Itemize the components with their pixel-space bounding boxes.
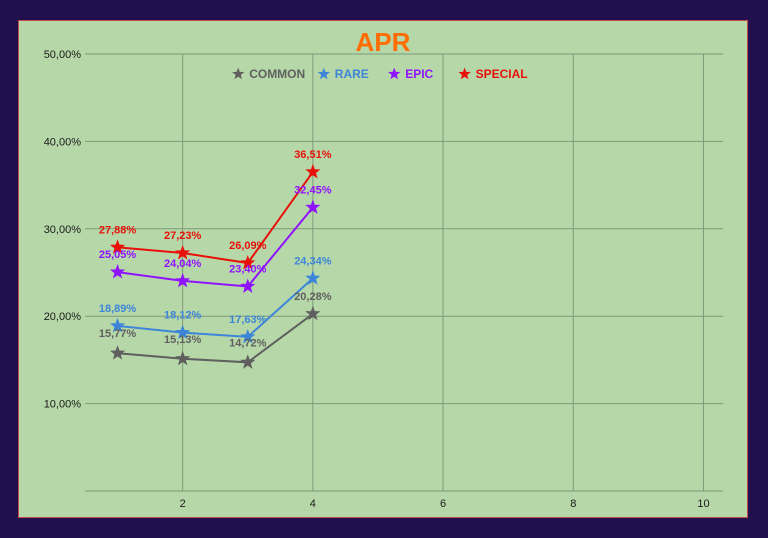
x-tick-label: 4 [310,498,316,510]
chart-frame: 10,00% 20,00% 30,00% 40,00% 50,00% 2 4 6 8 10 APR… [18,20,748,518]
data-label: 15,13% [164,334,202,346]
data-point-epic[interactable] [305,199,321,214]
data-point-rare[interactable] [240,328,256,344]
data-point-common[interactable] [175,350,191,366]
data-point-rare[interactable] [305,270,321,285]
y-tick-label: 40,00% [44,136,82,148]
data-label: 15,77% [99,328,137,340]
series-epic [109,199,321,293]
axis-ticks: 10,00% 20,00% 30,00% 40,00% 50,00% 2 4 6 8 10 [44,49,710,510]
data-label: 20,28% [294,291,332,303]
data-label: 25,05% [99,249,137,261]
chart-title: APR [356,27,411,57]
series-line-rare [117,277,314,338]
data-point-rare[interactable] [109,317,126,333]
data-point-rare[interactable] [175,324,191,340]
y-tick-label: 30,00% [44,224,82,236]
legend-item-rare[interactable]: RARE [317,67,369,81]
legend: COMMON RARE EPIC SPECIAL [232,67,528,81]
data-point-special[interactable] [240,254,256,270]
apr-line-chart: 10,00% 20,00% 30,00% 40,00% 50,00% 2 4 6 8 10 APR… [44,27,723,510]
series-common [109,305,321,369]
data-point-common[interactable] [305,305,321,321]
data-label: 23,40% [229,263,267,275]
star-icon [317,67,330,80]
y-tick-label: 20,00% [44,311,82,323]
series-line-special [117,171,314,265]
data-point-special[interactable] [109,239,126,254]
data-point-special[interactable] [175,245,191,260]
legend-item-epic[interactable]: EPIC [388,67,434,81]
legend-label: COMMON [249,67,305,81]
data-label: 14,72% [229,337,267,349]
y-tick-label: 10,00% [44,399,82,411]
y-tick-label: 50,00% [44,49,82,61]
data-label: 17,63% [229,314,267,326]
star-icon [458,67,471,80]
data-point-common[interactable] [109,345,126,360]
data-point-special[interactable] [305,163,321,179]
x-tick-label: 6 [440,498,446,510]
x-tick-label: 8 [570,498,576,510]
data-label: 26,09% [229,240,267,252]
data-label: 24,34% [294,255,332,267]
data-label: 18,89% [99,303,137,315]
series-layer [109,163,321,369]
series-rare [109,270,321,344]
legend-item-special[interactable]: SPECIAL [458,67,528,81]
legend-label: EPIC [405,67,433,81]
x-tick-label: 2 [180,498,186,510]
data-label: 32,45% [294,184,332,196]
data-label: 36,51% [294,149,332,161]
star-icon [388,67,401,80]
data-point-epic[interactable] [109,264,126,279]
data-point-epic[interactable] [240,278,256,293]
data-point-epic[interactable] [175,272,191,288]
legend-label: RARE [335,67,369,81]
data-point-common[interactable] [240,354,256,369]
data-label: 27,88% [99,224,137,236]
grid-lines [85,53,723,492]
series-line-epic [117,206,314,288]
data-labels: 15,77% 15,13% 14,72% 20,28% 18,89% 18,12% 17,6… [99,149,332,349]
data-label: 18,12% [164,310,202,322]
star-icon [232,67,245,80]
series-line-common [117,312,314,364]
legend-label: SPECIAL [476,67,528,81]
data-label: 27,23% [164,230,202,242]
data-label: 24,04% [164,258,202,270]
x-tick-label: 10 [697,498,709,510]
legend-item-common[interactable]: COMMON [232,67,305,81]
series-special [109,163,321,270]
